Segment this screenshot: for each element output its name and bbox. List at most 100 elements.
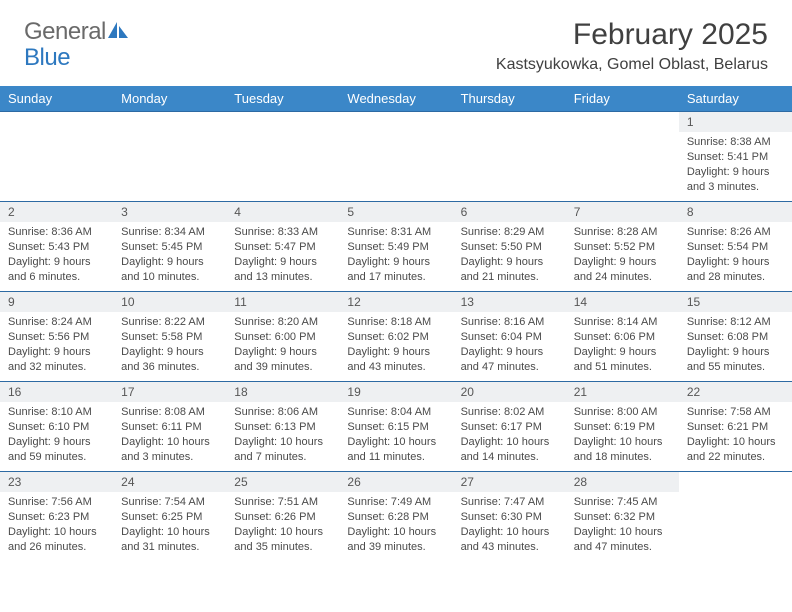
page-header: General February 2025 Kastsyukowka, Gome… [0, 0, 792, 82]
day-header: Friday [566, 86, 679, 112]
sunset-text: Sunset: 5:41 PM [687, 150, 784, 165]
sunset-text: Sunset: 6:15 PM [347, 420, 444, 435]
daylight-text: Daylight: 10 hours and 22 minutes. [687, 435, 784, 465]
day-number: 3 [113, 202, 226, 222]
sunrise-text: Sunrise: 8:18 AM [347, 315, 444, 330]
day-content: Sunrise: 8:26 AMSunset: 5:54 PMDaylight:… [679, 222, 792, 288]
day-content: Sunrise: 8:36 AMSunset: 5:43 PMDaylight:… [0, 222, 113, 288]
day-header: Tuesday [226, 86, 339, 112]
sunset-text: Sunset: 6:30 PM [461, 510, 558, 525]
calendar-cell: 7Sunrise: 8:28 AMSunset: 5:52 PMDaylight… [566, 202, 679, 292]
day-number: 5 [339, 202, 452, 222]
day-content: Sunrise: 8:31 AMSunset: 5:49 PMDaylight:… [339, 222, 452, 288]
sunrise-text: Sunrise: 7:54 AM [121, 495, 218, 510]
daylight-text: Daylight: 9 hours and 59 minutes. [8, 435, 105, 465]
daylight-text: Daylight: 9 hours and 47 minutes. [461, 345, 558, 375]
day-content: Sunrise: 8:16 AMSunset: 6:04 PMDaylight:… [453, 312, 566, 378]
day-number: 26 [339, 472, 452, 492]
sunset-text: Sunset: 5:52 PM [574, 240, 671, 255]
daylight-text: Daylight: 10 hours and 3 minutes. [121, 435, 218, 465]
day-content: Sunrise: 8:02 AMSunset: 6:17 PMDaylight:… [453, 402, 566, 468]
daylight-text: Daylight: 10 hours and 14 minutes. [461, 435, 558, 465]
day-number: 18 [226, 382, 339, 402]
sunset-text: Sunset: 6:00 PM [234, 330, 331, 345]
logo-subtext-wrap: Blue [24, 44, 70, 72]
calendar-cell: 11Sunrise: 8:20 AMSunset: 6:00 PMDayligh… [226, 292, 339, 382]
day-content: Sunrise: 7:58 AMSunset: 6:21 PMDaylight:… [679, 402, 792, 468]
logo-text-general: General [24, 18, 106, 46]
calendar-cell: 9Sunrise: 8:24 AMSunset: 5:56 PMDaylight… [0, 292, 113, 382]
sunrise-text: Sunrise: 8:16 AM [461, 315, 558, 330]
day-number: 21 [566, 382, 679, 402]
calendar-cell [0, 112, 113, 202]
day-number: 11 [226, 292, 339, 312]
sunset-text: Sunset: 6:32 PM [574, 510, 671, 525]
day-header-row: Sunday Monday Tuesday Wednesday Thursday… [0, 86, 792, 112]
sunrise-text: Sunrise: 8:08 AM [121, 405, 218, 420]
sunrise-text: Sunrise: 7:45 AM [574, 495, 671, 510]
sunset-text: Sunset: 5:45 PM [121, 240, 218, 255]
day-content [226, 132, 339, 139]
sunset-text: Sunset: 5:43 PM [8, 240, 105, 255]
sunset-text: Sunset: 5:54 PM [687, 240, 784, 255]
day-header: Sunday [0, 86, 113, 112]
sunset-text: Sunset: 6:13 PM [234, 420, 331, 435]
sunset-text: Sunset: 5:58 PM [121, 330, 218, 345]
sunrise-text: Sunrise: 7:56 AM [8, 495, 105, 510]
day-content [339, 132, 452, 139]
calendar-cell: 19Sunrise: 8:04 AMSunset: 6:15 PMDayligh… [339, 382, 452, 472]
day-content: Sunrise: 8:24 AMSunset: 5:56 PMDaylight:… [0, 312, 113, 378]
calendar-cell: 6Sunrise: 8:29 AMSunset: 5:50 PMDaylight… [453, 202, 566, 292]
sunrise-text: Sunrise: 7:58 AM [687, 405, 784, 420]
day-header: Monday [113, 86, 226, 112]
calendar-cell: 21 Sunrise: 8:00 AMSunset: 6:19 PMDayligh… [566, 382, 679, 472]
day-header: Wednesday [339, 86, 452, 112]
sunset-text: Sunset: 6:21 PM [687, 420, 784, 435]
day-number: 28 [566, 472, 679, 492]
calendar-cell: 26Sunrise: 7:49 AMSunset: 6:28 PMDayligh… [339, 472, 452, 562]
day-number: 12 [339, 292, 452, 312]
day-content [566, 132, 679, 139]
day-content: Sunrise: 7:51 AMSunset: 6:26 PMDaylight:… [226, 492, 339, 558]
sunrise-text: Sunrise: 8:00 AM [574, 405, 671, 420]
daylight-text: Daylight: 9 hours and 24 minutes. [574, 255, 671, 285]
sunset-text: Sunset: 6:19 PM [574, 420, 671, 435]
calendar-cell: 3Sunrise: 8:34 AMSunset: 5:45 PMDaylight… [113, 202, 226, 292]
daylight-text: Daylight: 10 hours and 39 minutes. [347, 525, 444, 555]
day-content: Sunrise: 8:14 AMSunset: 6:06 PMDaylight:… [566, 312, 679, 378]
daylight-text: Daylight: 10 hours and 11 minutes. [347, 435, 444, 465]
calendar-cell: 5Sunrise: 8:31 AMSunset: 5:49 PMDaylight… [339, 202, 452, 292]
day-number: 15 [679, 292, 792, 312]
day-content: Sunrise: 8:29 AMSunset: 5:50 PMDaylight:… [453, 222, 566, 288]
calendar-table: Sunday Monday Tuesday Wednesday Thursday… [0, 86, 792, 562]
day-number: 1 [679, 112, 792, 132]
daylight-text: Daylight: 9 hours and 43 minutes. [347, 345, 444, 375]
sunrise-text: Sunrise: 8:24 AM [8, 315, 105, 330]
daylight-text: Daylight: 10 hours and 18 minutes. [574, 435, 671, 465]
day-content: Sunrise: 8:12 AMSunset: 6:08 PMDaylight:… [679, 312, 792, 378]
day-number: 2 [0, 202, 113, 222]
daylight-text: Daylight: 9 hours and 17 minutes. [347, 255, 444, 285]
calendar-cell: 25Sunrise: 7:51 AMSunset: 6:26 PMDayligh… [226, 472, 339, 562]
sunset-text: Sunset: 6:10 PM [8, 420, 105, 435]
calendar-cell: 28Sunrise: 7:45 AMSunset: 6:32 PMDayligh… [566, 472, 679, 562]
day-header: Thursday [453, 86, 566, 112]
daylight-text: Daylight: 10 hours and 35 minutes. [234, 525, 331, 555]
day-content [453, 132, 566, 139]
day-content: Sunrise: 7:45 AMSunset: 6:32 PMDaylight:… [566, 492, 679, 558]
day-number: 17 [113, 382, 226, 402]
sunrise-text: Sunrise: 8:10 AM [8, 405, 105, 420]
sunrise-text: Sunrise: 8:33 AM [234, 225, 331, 240]
daylight-text: Daylight: 9 hours and 10 minutes. [121, 255, 218, 285]
sunset-text: Sunset: 6:28 PM [347, 510, 444, 525]
day-content: Sunrise: 8:20 AMSunset: 6:00 PMDaylight:… [226, 312, 339, 378]
calendar-cell: 20Sunrise: 8:02 AMSunset: 6:17 PMDayligh… [453, 382, 566, 472]
day-number: 23 [0, 472, 113, 492]
daylight-text: Daylight: 9 hours and 6 minutes. [8, 255, 105, 285]
calendar-cell: 8Sunrise: 8:26 AMSunset: 5:54 PMDaylight… [679, 202, 792, 292]
daylight-text: Daylight: 10 hours and 47 minutes. [574, 525, 671, 555]
day-content: Sunrise: 8:28 AMSunset: 5:52 PMDaylight:… [566, 222, 679, 288]
calendar-cell: 22Sunrise: 7:58 AMSunset: 6:21 PMDayligh… [679, 382, 792, 472]
calendar-week-row: 16Sunrise: 8:10 AMSunset: 6:10 PMDayligh… [0, 382, 792, 472]
calendar-cell: 12Sunrise: 8:18 AMSunset: 6:02 PMDayligh… [339, 292, 452, 382]
